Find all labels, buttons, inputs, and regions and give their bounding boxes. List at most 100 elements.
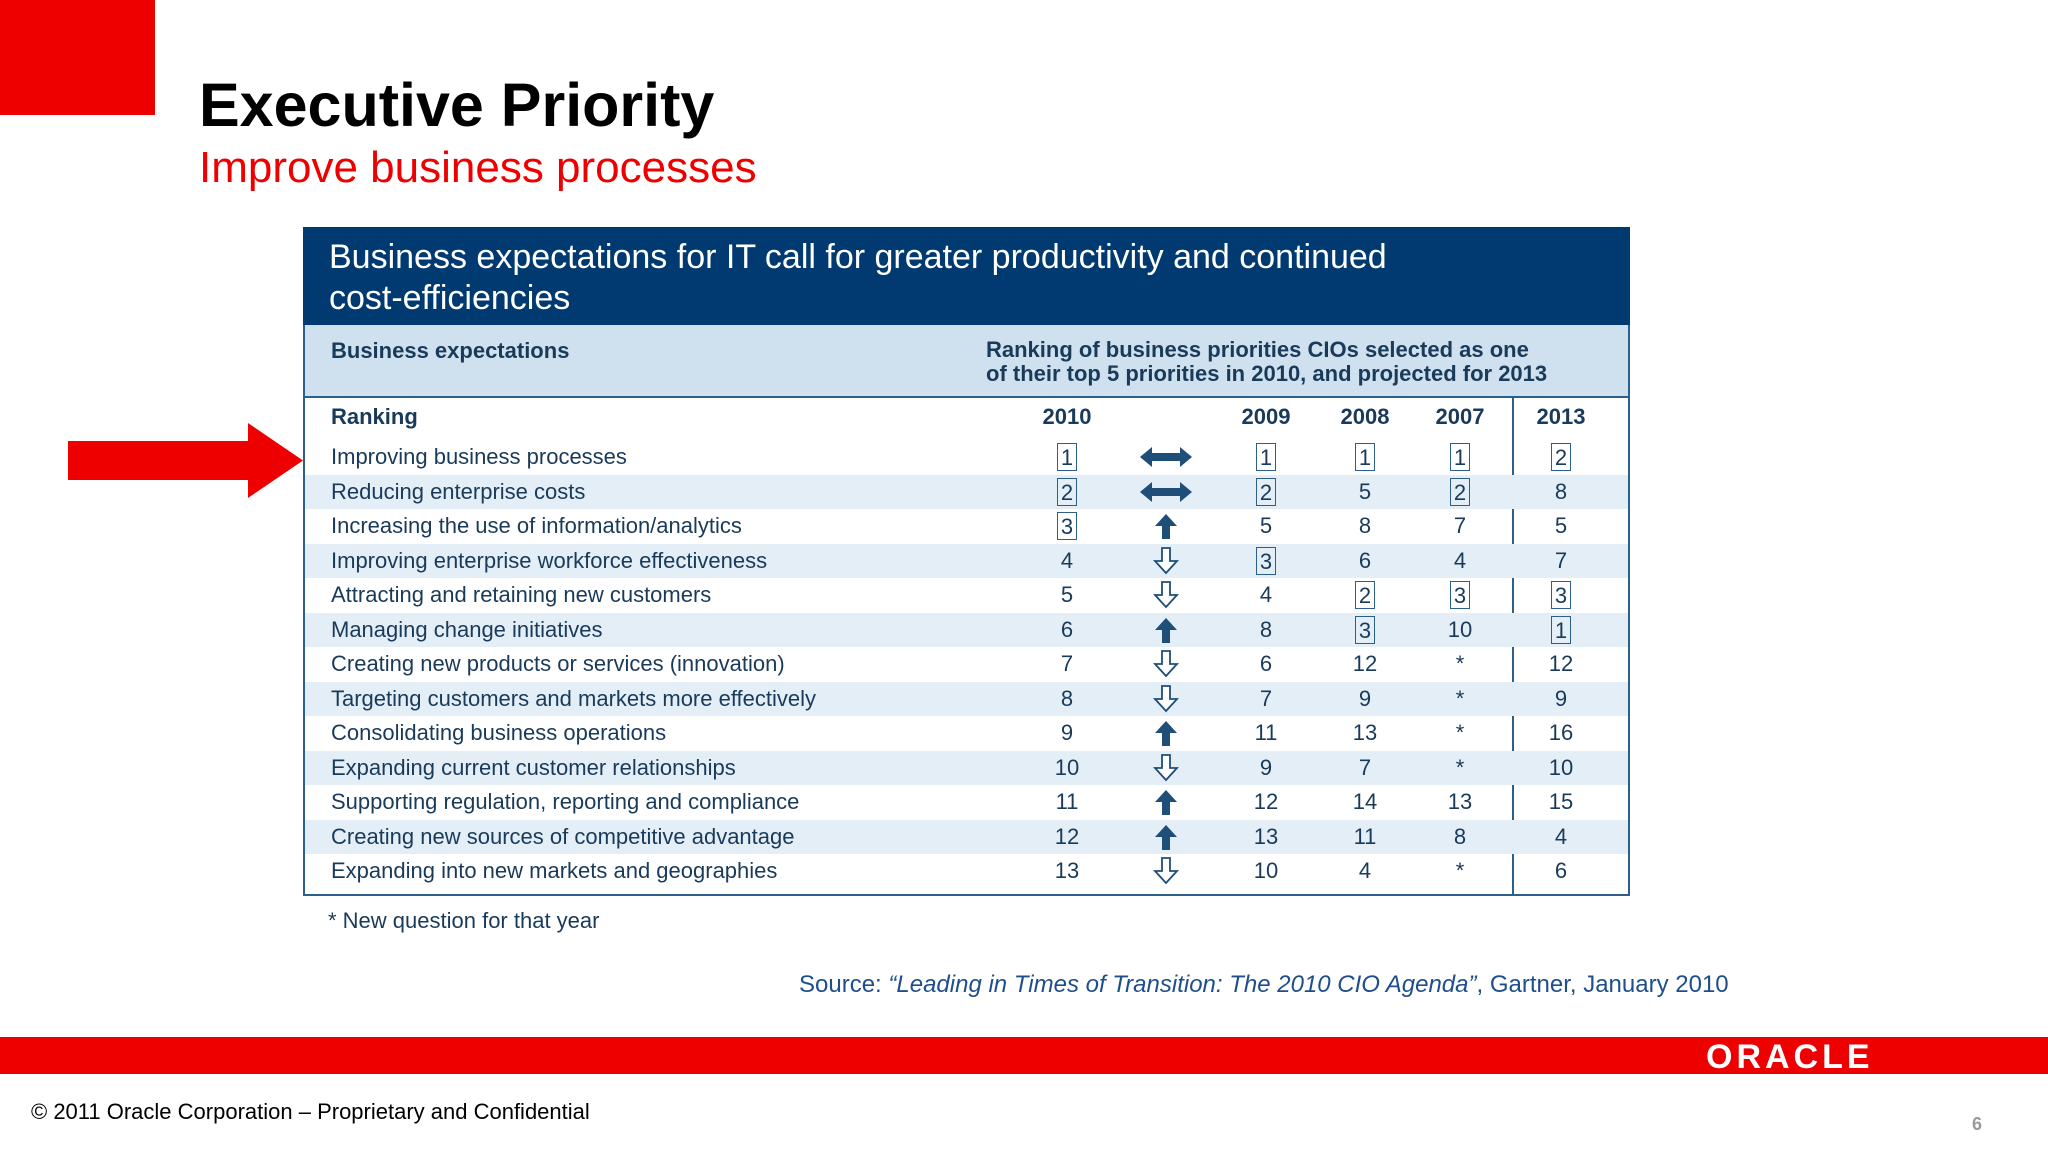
rank-value: 10 xyxy=(1253,858,1279,884)
row-label: Consolidating business operations xyxy=(331,720,667,746)
rank-cell-2007: * xyxy=(1430,682,1490,717)
rank-cell-2008: 8 xyxy=(1335,509,1395,544)
rank-value: 16 xyxy=(1548,720,1574,746)
row-label: Targeting customers and markets more eff… xyxy=(331,685,817,711)
trend-cell xyxy=(1136,613,1196,648)
rank-cell-2013: 16 xyxy=(1531,716,1591,751)
rank-cell-2009: 4 xyxy=(1236,578,1296,613)
brand-corner-block xyxy=(0,0,155,115)
table-row: Creating new products or services (innov… xyxy=(305,647,1628,682)
rank-value: 5 xyxy=(1259,513,1273,539)
rank-value: 4 xyxy=(1259,582,1273,608)
rank-cell-2013: 9 xyxy=(1531,682,1591,717)
rank-cell-2009: 3 xyxy=(1236,544,1296,579)
rank-cell-2008: 11 xyxy=(1335,820,1395,855)
arrow-up-icon xyxy=(1155,721,1177,747)
rank-cell-2010: 13 xyxy=(1037,854,1097,889)
trend-cell xyxy=(1136,647,1196,682)
trend-cell xyxy=(1136,544,1196,579)
rank-value: 9 xyxy=(1259,754,1273,780)
rank-cell-2008: 1 xyxy=(1335,440,1395,475)
source-citation: Source: “Leading in Times of Transition:… xyxy=(799,971,1729,998)
rank-cell-2008: 3 xyxy=(1335,613,1395,648)
rank-cell-2008: 13 xyxy=(1335,716,1395,751)
page-number: 6 xyxy=(1972,1114,1983,1134)
rank-cell-2008: 12 xyxy=(1335,647,1395,682)
rank-value: * xyxy=(1455,858,1465,884)
slide-subtitle: Improve business processes xyxy=(199,143,757,192)
rank-value: 2 xyxy=(1256,477,1276,506)
rank-value: 3 xyxy=(1355,615,1375,644)
rank-cell-2008: 2 xyxy=(1335,578,1395,613)
rank-value: 3 xyxy=(1551,581,1571,610)
trend-cell xyxy=(1136,578,1196,613)
rank-cell-2013: 10 xyxy=(1531,751,1591,786)
rank-cell-2013: 1 xyxy=(1531,613,1591,648)
rank-value: 10 xyxy=(1054,754,1080,780)
rank-cell-2008: 4 xyxy=(1335,854,1395,889)
rank-value: 12 xyxy=(1548,651,1574,677)
rank-value: * xyxy=(1455,685,1465,711)
arrow-down-icon xyxy=(1152,581,1180,609)
rank-cell-2010: 9 xyxy=(1037,716,1097,751)
arrow-down-icon xyxy=(1152,684,1180,713)
rank-cell-2013: 7 xyxy=(1531,544,1591,579)
table-row: Expanding current customer relationships… xyxy=(305,750,1628,786)
rank-cell-2013: 4 xyxy=(1531,820,1591,855)
arrow-up-icon xyxy=(1155,514,1177,540)
rank-cell-2009: 6 xyxy=(1236,647,1296,682)
rank-value: * xyxy=(1455,651,1465,677)
rank-cell-2009: 9 xyxy=(1236,751,1296,786)
table-row: Increasing the use of information/analyt… xyxy=(305,509,1628,544)
rank-cell-2010: 7 xyxy=(1037,647,1097,682)
rank-cell-2013: 3 xyxy=(1531,578,1591,613)
rank-value: 15 xyxy=(1548,789,1574,815)
rank-cell-2007: 10 xyxy=(1430,613,1490,648)
rank-cell-2007: 2 xyxy=(1430,475,1490,510)
rank-value: 4 xyxy=(1358,858,1372,884)
row-label: Expanding into new markets and geographi… xyxy=(331,858,778,884)
rank-cell-2010: 5 xyxy=(1037,578,1097,613)
row-label: Improving enterprise workforce effective… xyxy=(331,547,768,573)
rank-cell-2013: 2 xyxy=(1531,440,1591,475)
table-header-row: Ranking 2010 2009 2008 2007 2013 xyxy=(305,398,1628,436)
rank-cell-2008: 7 xyxy=(1335,751,1395,786)
rank-value: 12 xyxy=(1253,789,1279,815)
row-label: Increasing the use of information/analyt… xyxy=(331,513,742,539)
rank-value: 8 xyxy=(1453,823,1467,849)
row-label: Managing change initiatives xyxy=(331,616,603,642)
rank-cell-2013: 5 xyxy=(1531,509,1591,544)
rank-value: 12 xyxy=(1352,651,1378,677)
rank-value: 11 xyxy=(1254,720,1278,746)
rank-cell-2009: 5 xyxy=(1236,509,1296,544)
trend-cell xyxy=(1136,751,1196,786)
header-ranking: Ranking xyxy=(331,404,418,429)
rank-value: 1 xyxy=(1057,443,1077,472)
rank-cell-2010: 11 xyxy=(1037,785,1097,820)
rank-value: 9 xyxy=(1554,685,1568,711)
trend-cell xyxy=(1136,509,1196,544)
header-2013: 2013 xyxy=(1536,404,1586,429)
double-arrow-icon xyxy=(1140,447,1192,468)
row-label: Improving business processes xyxy=(331,444,627,470)
rank-value: 7 xyxy=(1358,754,1372,780)
panel-subheading: Business expectations Ranking of busines… xyxy=(303,325,1630,398)
rank-cell-2009: 8 xyxy=(1236,613,1296,648)
rank-value: 12 xyxy=(1054,823,1080,849)
table-row: Managing change initiatives 6 8 3 10 1 xyxy=(305,612,1628,648)
arrow-up-icon xyxy=(1155,790,1177,816)
rank-cell-2007: 7 xyxy=(1430,509,1490,544)
trend-cell xyxy=(1136,716,1196,751)
trend-cell xyxy=(1136,854,1196,889)
rank-value: 11 xyxy=(1353,823,1377,849)
table-row: Consolidating business operations 9 11 13 * 1… xyxy=(305,716,1628,751)
table-row: Targeting customers and markets more eff… xyxy=(305,681,1628,717)
rank-value: 13 xyxy=(1352,720,1378,746)
table-row: Supporting regulation, reporting and com… xyxy=(305,785,1628,820)
rank-value: 5 xyxy=(1554,513,1568,539)
rank-value: * xyxy=(1455,720,1465,746)
rank-value: 9 xyxy=(1358,685,1372,711)
arrow-down-icon xyxy=(1152,546,1180,575)
rank-cell-2010: 12 xyxy=(1037,820,1097,855)
table-row: Creating new sources of competitive adva… xyxy=(305,819,1628,855)
